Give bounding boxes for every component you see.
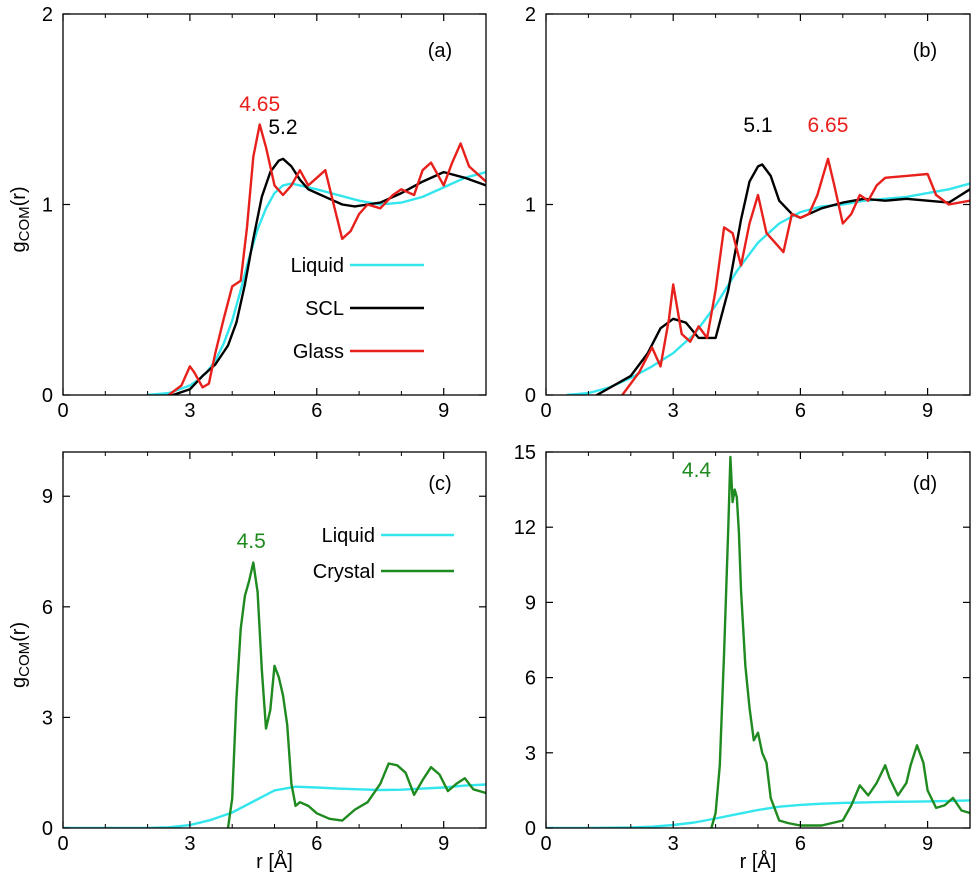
peak-annotation: 4.65 [239,93,280,116]
peak-annotation: 4.5 [237,530,266,553]
y-tick-label: 9 [525,592,536,614]
legend-label-crystal: Crystal [313,561,375,583]
x-tick-label: 9 [438,833,449,855]
plot-frame [545,13,971,396]
series-line-scl [595,163,970,395]
y-tick-label: 2 [525,4,536,26]
series-line-glass [621,157,970,395]
peak-annotation: 6.65 [808,114,849,137]
x-tick-label: 9 [922,833,933,855]
x-tick-label: 3 [184,400,195,422]
legend-label-liquid: Liquid [322,525,375,547]
y-tick-label: 0 [42,385,53,407]
y-tick-label: 6 [42,597,53,619]
series-line-scl [171,157,486,395]
y-tick-label: 0 [525,385,536,407]
legend-label-glass: Glass [293,341,344,363]
panel-d: 0 3 6 9 0 3 6 9 12 15 (d) 4.4 r [Å] [514,442,971,873]
y-tick-label: 0 [42,818,53,840]
plot-frame [545,451,971,829]
panel-a: 0 3 6 9 0 1 2 (a) 4.655.2 Liquid SCL Glass gCOM(r) [8,4,487,422]
y-tick-label: 6 [525,668,536,690]
series-line-liquid [546,799,970,828]
x-tick-label: 9 [438,400,449,422]
legend-label-scl: SCL [305,298,344,320]
x-axis-label: r [Å] [256,850,293,873]
x-tick-label: 3 [184,833,195,855]
x-tick-label: 6 [795,833,806,855]
x-tick-label: 0 [540,400,551,422]
y-tick-label: 1 [525,195,536,217]
x-tick-label: 0 [57,400,68,422]
series-line-crystal [226,561,486,828]
panel-b: 0 3 6 9 0 1 2 (b) 5.1 6.65 [525,4,971,422]
x-axis-label: r [Å] [740,850,777,873]
panel-label: (d) [913,473,937,495]
y-tick-label: 2 [42,4,53,26]
x-tick-label: 0 [57,833,68,855]
x-tick-label: 6 [795,400,806,422]
x-tick-label: 6 [311,833,322,855]
panel-c: 0 3 6 9 0 3 6 9 (c) 4.5 Liquid Crystal gCOM(r) r [Å] [8,451,487,873]
x-tick-label: 3 [668,833,679,855]
y-tick-label: 3 [525,743,536,765]
series-line-liquid [63,783,486,828]
series-line-glass [167,123,486,395]
y-tick-label: 9 [42,486,53,508]
peak-annotation: 5.2 [268,116,297,139]
y-tick-label: 3 [42,707,53,729]
peak-annotation: 5.1 [743,114,772,137]
legend-label-liquid: Liquid [291,255,344,277]
plot-frame [62,451,487,829]
x-tick-label: 0 [540,833,551,855]
y-tick-label: 1 [42,195,53,217]
panel-label: (a) [428,40,452,62]
y-axis-label: gCOM(r) [8,622,33,688]
panel-label: (c) [428,473,451,495]
panel-label: (b) [913,40,937,62]
y-axis-label: gCOM(r) [8,186,33,252]
x-tick-label: 9 [922,400,933,422]
x-tick-label: 3 [668,400,679,422]
y-tick-label: 0 [525,818,536,840]
peak-annotation: 4.4 [682,459,712,482]
plot-frame [62,13,487,396]
y-tick-label: 15 [514,442,536,464]
series-line-crystal [710,455,970,828]
series-line-liquid [566,182,970,395]
y-tick-label: 12 [514,517,536,539]
x-tick-label: 6 [311,400,322,422]
